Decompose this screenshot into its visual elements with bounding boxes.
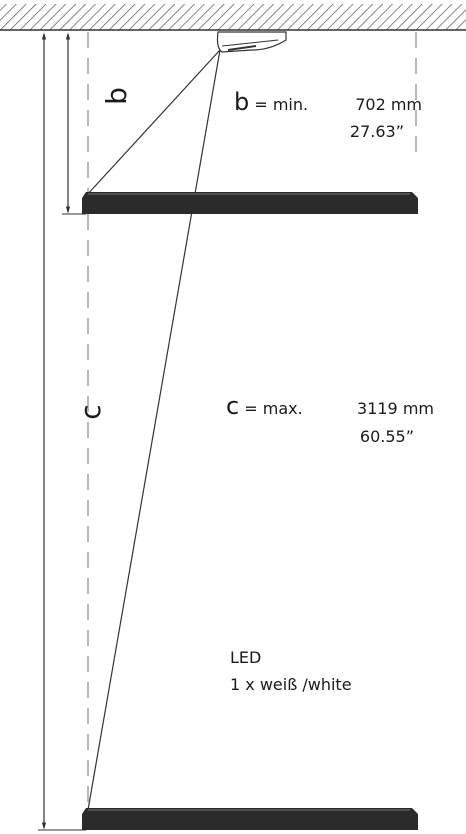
ceiling-hatch <box>0 4 466 30</box>
dimension-letter-c-rotated: c <box>74 404 107 419</box>
luminaire-panel-lower <box>82 808 418 830</box>
ceiling-canopy <box>216 31 287 53</box>
label-b: b = min. <box>234 88 308 116</box>
cable-to-lower-panel <box>87 49 221 811</box>
light-type: LED <box>230 648 261 667</box>
label-c-mm: 3119 mm <box>357 399 434 418</box>
dimension-letter-b-rotated: b <box>100 87 133 105</box>
label-c: c = max. <box>226 392 303 420</box>
label-b-mm: 702 mm <box>355 95 422 114</box>
cable-to-upper-panel <box>85 49 221 197</box>
label-b-in: 27.63” <box>350 122 404 141</box>
luminaire-panel-upper <box>82 192 418 214</box>
label-c-in: 60.55” <box>360 427 414 446</box>
light-spec: 1 x weiß /white <box>230 675 352 694</box>
